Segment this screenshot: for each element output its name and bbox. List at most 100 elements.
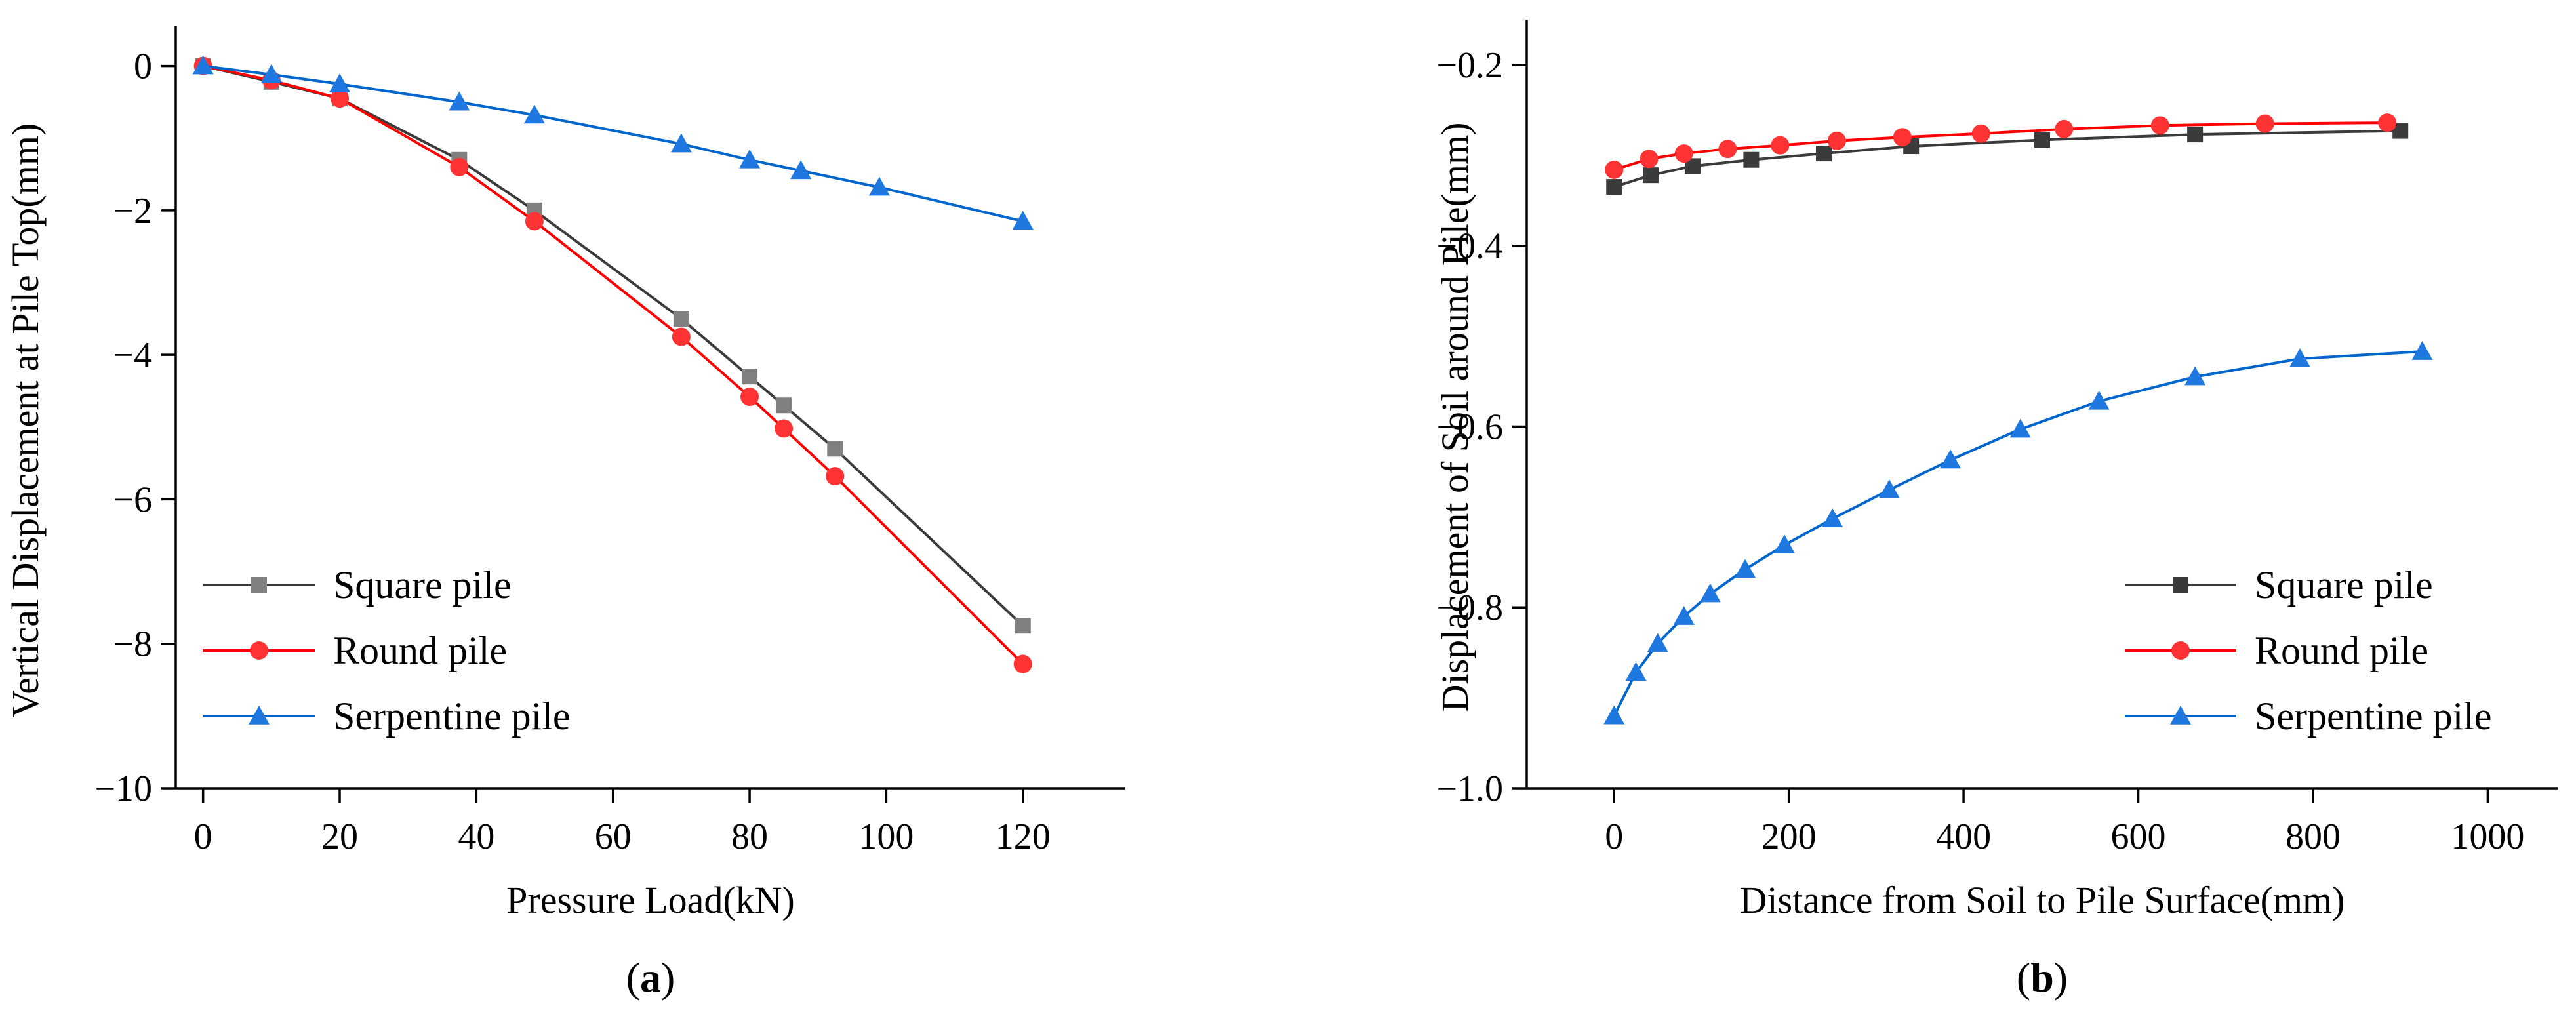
- data-point: [2255, 114, 2274, 133]
- data-point: [449, 91, 470, 111]
- data-point: [1673, 606, 1695, 625]
- legend-label: Round pile: [2255, 629, 2428, 672]
- data-point: [1625, 662, 1647, 681]
- data-point: [1893, 128, 1912, 147]
- series-serpentine-pile: [1603, 341, 2433, 725]
- data-point: [260, 64, 282, 83]
- panel-label-close: ): [661, 954, 675, 1001]
- panel-label-letter: b: [2030, 954, 2054, 1001]
- data-point: [2411, 341, 2433, 360]
- y-tick-label: −0.2: [1436, 45, 1503, 86]
- y-tick-label: −0.4: [1436, 226, 1503, 267]
- data-point: [776, 397, 792, 414]
- x-tick-label: 20: [321, 816, 358, 857]
- data-point: [1606, 179, 1622, 195]
- legend-label: Square pile: [333, 563, 512, 607]
- legend-label: Serpentine pile: [2255, 694, 2492, 738]
- legend-marker: [249, 706, 270, 725]
- data-point: [790, 160, 812, 180]
- legend-label: Serpentine pile: [333, 694, 571, 738]
- data-point: [673, 311, 689, 327]
- y-tick-label: −1.0: [1436, 769, 1503, 809]
- data-point: [1674, 144, 1693, 163]
- x-tick-label: 600: [2111, 816, 2166, 857]
- legend-marker: [2170, 706, 2191, 725]
- legend-marker: [251, 577, 267, 593]
- panel-label-open: (: [626, 954, 640, 1001]
- data-point: [775, 419, 794, 438]
- series-round-pile: [193, 56, 1032, 673]
- x-axis-title: Distance from Soil to Pile Surface(mm): [1740, 879, 2345, 921]
- panel-label: (a): [626, 954, 675, 1001]
- panel-label-letter: a: [640, 954, 661, 1001]
- data-point: [2009, 418, 2031, 438]
- legend-marker: [2173, 577, 2188, 593]
- data-point: [670, 133, 692, 153]
- y-tick-label: −10: [94, 769, 152, 809]
- y-tick-label: −0.8: [1436, 588, 1503, 628]
- y-tick-label: −2: [113, 191, 152, 231]
- series-line: [203, 64, 1024, 223]
- data-point: [525, 212, 544, 231]
- data-point: [742, 369, 758, 385]
- x-tick-label: 40: [458, 816, 494, 857]
- data-point: [1774, 534, 1795, 553]
- data-point: [1822, 508, 1843, 527]
- data-point: [1743, 151, 1760, 168]
- y-tick-label: −0.6: [1436, 407, 1503, 447]
- panel-a: 0 20 40 60 80 100 120 0 −2 −4 −6 −8 −10 Pressure Load…: [4, 26, 1125, 1001]
- x-tick-label: 800: [2285, 816, 2341, 857]
- y-tick-label: 0: [134, 47, 152, 87]
- data-point: [1640, 150, 1659, 169]
- data-point: [1735, 559, 1756, 578]
- data-point: [1605, 160, 1624, 179]
- data-point: [2378, 113, 2397, 132]
- data-point: [826, 467, 845, 486]
- data-point: [1771, 136, 1790, 155]
- data-point: [2088, 390, 2110, 410]
- legend-marker: [250, 641, 268, 660]
- x-tick-label: 120: [996, 816, 1051, 857]
- panel-label-open: (: [2017, 954, 2030, 1001]
- data-point: [739, 149, 761, 169]
- data-point: [2034, 132, 2050, 148]
- y-tick-label: −8: [113, 624, 152, 665]
- y-axis-title: Vertical Displacement at Pile Top(mm): [4, 123, 47, 718]
- data-point: [1603, 705, 1625, 725]
- data-point: [329, 73, 351, 92]
- data-point: [740, 388, 759, 407]
- data-point: [2184, 366, 2206, 386]
- data-point: [2055, 119, 2074, 138]
- x-axis-title: Pressure Load(kN): [506, 879, 795, 921]
- series-line: [203, 64, 1024, 665]
- series-square-pile: [1606, 123, 2409, 195]
- data-point: [192, 55, 214, 75]
- legend-label: Square pile: [2255, 563, 2433, 607]
- data-point: [2289, 348, 2310, 367]
- data-point: [523, 104, 545, 124]
- x-tick-label: 400: [1936, 816, 1991, 857]
- panel-label-close: ): [2054, 954, 2068, 1001]
- data-point: [1718, 140, 1737, 159]
- data-point: [868, 176, 890, 196]
- series-serpentine-pile: [192, 55, 1034, 230]
- x-tick-label: 200: [1761, 816, 1817, 857]
- x-tick-label: 60: [595, 816, 632, 857]
- y-axis-title: Displacement of Soil around Pile(mm): [1434, 123, 1476, 712]
- data-point: [1815, 146, 1832, 162]
- data-point: [1971, 124, 1990, 143]
- x-tick-label: 80: [731, 816, 768, 857]
- series-line: [1613, 129, 2401, 188]
- legend-label: Round pile: [333, 629, 507, 672]
- x-tick-label: 1000: [2451, 816, 2524, 857]
- legend-marker: [2171, 641, 2190, 660]
- data-point: [1643, 167, 1659, 184]
- data-point: [2187, 127, 2204, 143]
- data-point: [331, 89, 350, 108]
- y-tick-label: −4: [113, 335, 152, 376]
- data-point: [1940, 449, 1962, 469]
- data-point: [672, 327, 691, 346]
- data-point: [1015, 618, 1031, 634]
- data-point: [1699, 583, 1721, 603]
